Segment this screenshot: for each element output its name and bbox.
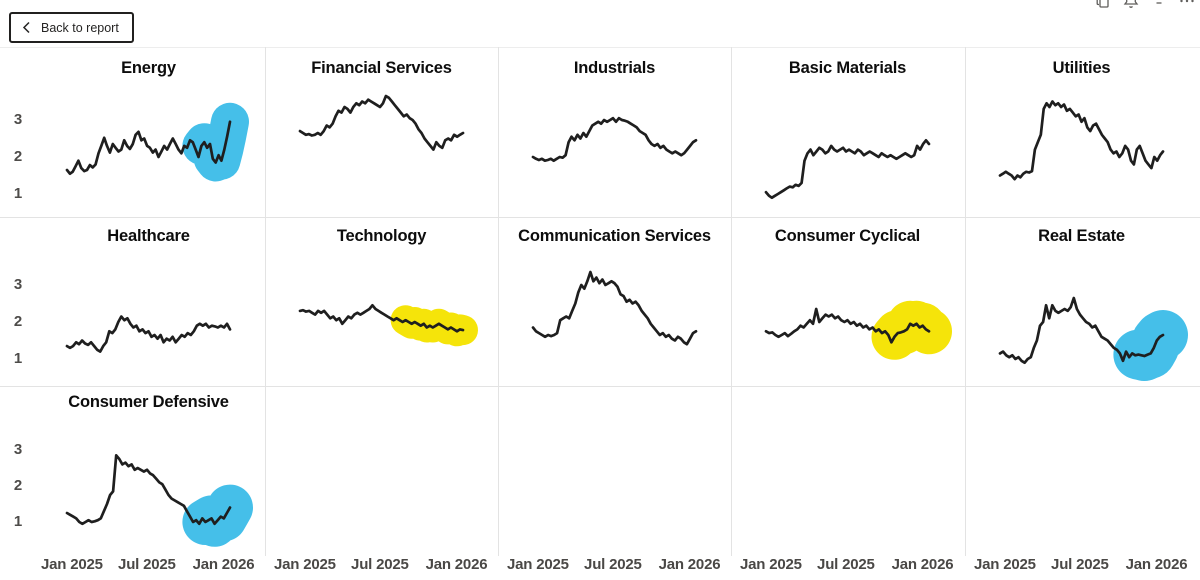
line-chart-consumer-defensive xyxy=(65,454,253,547)
x-axis-tick: Jan 2026 xyxy=(1125,556,1188,573)
line-chart-utilities xyxy=(998,100,1165,181)
toolbar xyxy=(1093,0,1197,11)
chart-cell-communication-services[interactable]: Communication Services xyxy=(499,218,732,386)
back-to-report-label: Back to report xyxy=(41,20,119,35)
line-chart-healthcare xyxy=(65,315,232,353)
line-chart-basic-materials xyxy=(764,138,931,200)
chart-title: Energy xyxy=(121,59,176,77)
chart-cell-consumer-defensive[interactable]: Consumer Defensive xyxy=(0,387,266,556)
grid-col-divider xyxy=(265,47,266,556)
copy-icon[interactable] xyxy=(1093,0,1113,11)
data-line xyxy=(764,138,931,200)
x-axis-tick: Jan 2025 xyxy=(973,556,1036,573)
chart-cell-utilities[interactable]: Utilities xyxy=(966,47,1200,217)
x-axis-tick: Jan 2025 xyxy=(273,556,336,573)
data-line xyxy=(764,307,931,344)
y-axis-tick: 1 xyxy=(13,513,23,530)
x-axis-tick: Jul 2025 xyxy=(817,556,875,573)
more-options-icon[interactable] xyxy=(1177,0,1197,11)
x-axis-tick: Jul 2025 xyxy=(584,556,642,573)
line-chart-energy xyxy=(65,102,249,182)
chart-title: Industrials xyxy=(573,59,656,77)
chart-title: Technology xyxy=(336,227,427,245)
x-axis-tick: Jan 2026 xyxy=(192,556,255,573)
x-axis-tick: Jan 2026 xyxy=(425,556,488,573)
data-line xyxy=(65,454,232,526)
chart-cell-financial-services[interactable]: Financial Services xyxy=(266,47,499,217)
line-chart-technology xyxy=(298,303,478,347)
x-axis-tick: Jan 2026 xyxy=(891,556,954,573)
grid-col-divider xyxy=(965,47,966,556)
filter-icon[interactable] xyxy=(1149,0,1169,11)
chart-title: Communication Services xyxy=(518,227,711,245)
y-axis-tick: 1 xyxy=(13,185,23,202)
line-chart-financial-services xyxy=(298,94,465,151)
x-axis-tick: Jan 2025 xyxy=(40,556,103,573)
data-line xyxy=(531,116,698,163)
x-axis-tick: Jul 2025 xyxy=(118,556,176,573)
y-axis-tick: 2 xyxy=(13,148,23,165)
grid-border-top xyxy=(0,47,1200,48)
data-line xyxy=(998,100,1165,181)
y-axis-tick: 3 xyxy=(13,441,23,458)
chart-title: Consumer Defensive xyxy=(68,393,229,411)
chevron-left-icon xyxy=(22,21,30,34)
chart-cell-real-estate[interactable]: Real Estate xyxy=(966,218,1200,386)
line-chart-industrials xyxy=(531,116,698,163)
chart-title: Financial Services xyxy=(311,59,452,77)
chart-title: Consumer Cyclical xyxy=(774,227,921,245)
chart-cell-industrials[interactable]: Industrials xyxy=(499,47,732,217)
y-axis-tick: 2 xyxy=(13,313,23,330)
x-axis-tick: Jul 2025 xyxy=(1051,556,1109,573)
chart-cell-technology[interactable]: Technology xyxy=(266,218,499,386)
data-line xyxy=(531,270,698,346)
data-line xyxy=(998,296,1165,365)
data-line xyxy=(65,120,232,176)
notifications-bell-icon[interactable] xyxy=(1121,0,1141,11)
y-axis-tick: 2 xyxy=(13,477,23,494)
y-axis-tick: 3 xyxy=(13,111,23,128)
line-chart-communication-services xyxy=(531,270,698,346)
data-line xyxy=(65,315,232,353)
grid-row-divider xyxy=(0,217,1200,218)
grid-row-divider xyxy=(0,386,1200,387)
chart-cell-energy[interactable]: Energy xyxy=(0,47,266,217)
chart-title: Healthcare xyxy=(107,227,190,245)
y-axis-tick: 1 xyxy=(13,350,23,367)
chart-title: Real Estate xyxy=(1038,227,1125,245)
data-line xyxy=(298,94,465,151)
line-chart-consumer-cyclical xyxy=(764,300,952,360)
line-chart-real-estate xyxy=(998,296,1188,381)
y-axis-tick: 3 xyxy=(13,276,23,293)
grid-col-divider xyxy=(498,47,499,556)
x-axis-tick: Jul 2025 xyxy=(351,556,409,573)
chart-cell-basic-materials[interactable]: Basic Materials xyxy=(732,47,966,217)
x-axis-tick: Jan 2025 xyxy=(506,556,569,573)
chart-title: Basic Materials xyxy=(788,59,907,77)
x-axis-tick: Jan 2026 xyxy=(658,556,721,573)
data-line xyxy=(298,303,465,333)
chart-cell-healthcare[interactable]: Healthcare xyxy=(0,218,266,386)
back-to-report-button[interactable]: Back to report xyxy=(9,12,134,43)
chart-title: Utilities xyxy=(1052,59,1111,77)
grid-col-divider xyxy=(731,47,732,556)
chart-cell-consumer-cyclical[interactable]: Consumer Cyclical xyxy=(732,218,966,386)
x-axis-tick: Jan 2025 xyxy=(739,556,802,573)
